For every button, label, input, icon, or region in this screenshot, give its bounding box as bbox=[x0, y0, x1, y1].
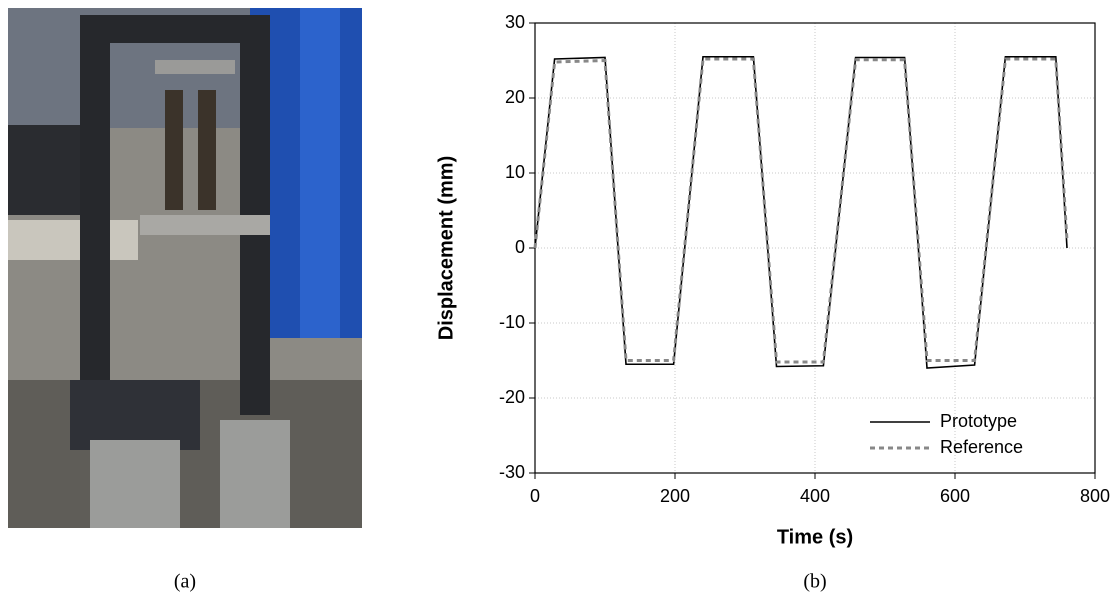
x-tick-label: 400 bbox=[800, 486, 830, 506]
y-tick-label: -10 bbox=[499, 312, 525, 332]
x-tick-label: 0 bbox=[530, 486, 540, 506]
y-tick-label: 20 bbox=[505, 87, 525, 107]
line-series bbox=[533, 57, 1069, 364]
x-tick-label: 200 bbox=[660, 486, 690, 506]
x-axis-label: Time (s) bbox=[777, 526, 853, 548]
x-tick-label: 800 bbox=[1080, 486, 1110, 506]
y-tick-label: 30 bbox=[505, 12, 525, 32]
y-axis-label: Displacement (mm) bbox=[435, 156, 457, 341]
y-tick-label: -20 bbox=[499, 387, 525, 407]
caption: (a) bbox=[174, 571, 196, 593]
photo bbox=[8, 8, 362, 528]
legend-label: Prototype bbox=[940, 411, 1017, 431]
y-tick-label: 10 bbox=[505, 162, 525, 182]
y-tick-label: 0 bbox=[515, 237, 525, 257]
x-tick-label: 600 bbox=[940, 486, 970, 506]
legend-label: Reference bbox=[940, 437, 1023, 457]
caption: (b) bbox=[803, 571, 826, 593]
y-tick-label: -30 bbox=[499, 462, 525, 482]
